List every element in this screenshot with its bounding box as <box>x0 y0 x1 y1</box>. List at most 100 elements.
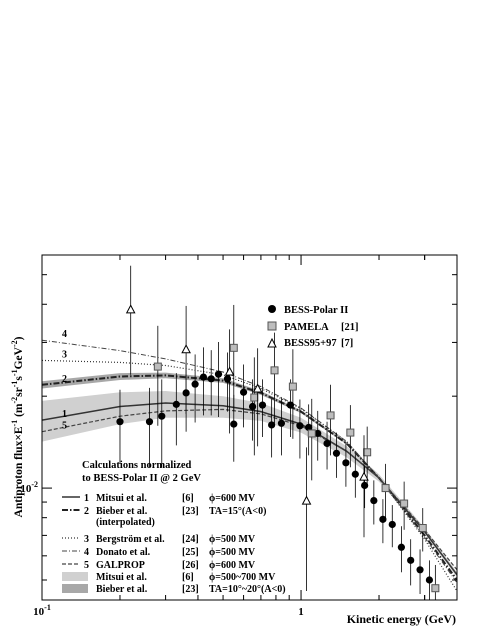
bess-polar-point-7 <box>207 375 215 383</box>
band-0 <box>42 391 457 578</box>
calc-name-2-sub: (interpolated) <box>96 517 155 528</box>
curve-label-2: 2 <box>62 374 67 385</box>
bess-polar-point-2 <box>158 412 166 420</box>
bess9597-point-5 <box>359 471 369 481</box>
calc-band-sample-mitsui <box>62 572 88 581</box>
bess9597-point-0 <box>125 304 136 314</box>
pamela-point-9 <box>381 484 390 493</box>
calc-num-5: 5 <box>84 560 89 571</box>
bess-polar-point-21 <box>332 449 341 457</box>
model-bands <box>42 372 457 580</box>
calc-legend: Calculations normalized to BESS-Polar II… <box>62 460 286 595</box>
calc-param-5: ϕ=600 MV <box>209 560 256 571</box>
bess-polar-point-23 <box>351 470 359 478</box>
bess-polar-point-30 <box>416 566 424 574</box>
bess-polar-point-29 <box>407 556 415 564</box>
curve-label-3: 3 <box>62 349 67 360</box>
calc-heading-line2: to BESS-Polar II @ 2 GeV <box>82 473 201 484</box>
calc-param-4: ϕ=500 MV <box>209 547 256 558</box>
curve-label-4: 4 <box>62 329 67 340</box>
pamela-point-11 <box>418 524 427 533</box>
legend-ref-pamela: [21] <box>341 322 359 333</box>
bess-polar-point-8 <box>214 370 223 378</box>
calc-ref-2: [23] <box>182 506 199 517</box>
bess-polar-point-31 <box>425 576 434 584</box>
curve-number-labels: 1 2 3 4 5 <box>62 329 67 432</box>
bess-polar-point-0 <box>116 418 124 426</box>
bess-polar-point-18 <box>305 423 313 432</box>
bess-polar-point-5 <box>191 380 199 388</box>
x-tick-label-1: 1 <box>298 606 304 618</box>
pamela-point-2 <box>250 393 259 402</box>
bess-polar-point-20 <box>323 439 331 448</box>
legend-ref-bess9597: [7] <box>341 338 353 349</box>
data-legend: BESS-Polar II PAMELA [21] BESS95+97 [7] <box>267 305 359 349</box>
calc-ref-5: [26] <box>182 560 199 571</box>
calc-ref-1: [6] <box>182 493 194 504</box>
bess-polar-point-17 <box>296 422 304 430</box>
calc-num-4: 4 <box>84 547 89 558</box>
pamela-point-5 <box>307 429 316 438</box>
curve-4 <box>42 339 457 583</box>
legend-label-bess-polar: BESS-Polar II <box>284 305 348 316</box>
x-tick-label-0: 10-1 <box>33 603 51 618</box>
calc-param-1: ϕ=600 MV <box>209 493 256 504</box>
bess-polar-point-3 <box>172 400 180 408</box>
bess9597-point-1 <box>181 344 191 354</box>
y-axis-label: Antiproton flux×E-1 (m-2sr-1s-1GeV-2) <box>10 336 25 517</box>
bess-polar-point-12 <box>248 402 257 411</box>
legend-marker-bess-polar <box>268 305 276 313</box>
y-tick-label-0: 10-2 <box>20 480 38 495</box>
bess-polar-point-15 <box>277 419 286 427</box>
pamela-point-7 <box>346 428 355 437</box>
calc-name-2: Bieber et al. <box>96 506 148 517</box>
curve-label-1: 1 <box>62 409 67 420</box>
calc-heading-line1: Calculations normalized <box>82 460 192 471</box>
bess9597-point-3 <box>252 383 263 393</box>
x-axis-label: Kinetic energy (GeV) <box>347 612 456 626</box>
pamela-point-8 <box>363 448 372 457</box>
bess-polar-point-6 <box>199 373 208 381</box>
calc-band-sample-bieber <box>62 584 88 593</box>
pamela-point-10 <box>400 499 409 508</box>
calc-name-7: Bieber et al. <box>96 584 148 595</box>
bess-polar-point-19 <box>314 429 322 438</box>
calc-name-5: GALPROP <box>96 560 145 571</box>
bess-polar-point-16 <box>286 401 295 409</box>
bess-polar-point-11 <box>239 388 248 396</box>
pamela-point-3 <box>270 366 279 375</box>
plot-frame <box>41 254 458 601</box>
bess-polar-point-1 <box>145 418 154 426</box>
calc-ref-7: [23] <box>182 584 199 595</box>
data-points <box>116 265 440 600</box>
bess-polar-point-25 <box>370 496 378 505</box>
bess-polar-point-27 <box>388 520 396 529</box>
bess-polar-point-14 <box>268 421 276 429</box>
bess9597-point-4 <box>301 495 312 505</box>
bess-polar-point-24 <box>361 481 369 490</box>
calc-param-6: ϕ=500~700 MV <box>209 572 276 583</box>
calc-param-7: TA=10°~20°(A<0) <box>209 584 286 595</box>
bess9597-point-2 <box>224 366 235 376</box>
pamela-point-4 <box>288 382 297 391</box>
calc-param-3: ϕ=500 MV <box>209 534 256 545</box>
bess-polar-point-28 <box>397 543 405 551</box>
bess-polar-point-10 <box>230 420 238 428</box>
calc-num-3: 3 <box>84 534 89 545</box>
calc-num-2: 2 <box>84 506 89 517</box>
calc-ref-6: [6] <box>182 572 194 583</box>
calc-name-3: Bergström et al. <box>96 534 165 545</box>
calc-name-6: Mitsui et al. <box>96 572 147 583</box>
legend-marker-bess9597 <box>267 337 277 348</box>
calc-param-2: TA=15°(A<0) <box>209 506 266 517</box>
calc-name-1: Mitsui et al. <box>96 493 147 504</box>
pamela-point-6 <box>326 411 335 420</box>
pamela-point-0 <box>153 362 162 371</box>
calc-ref-4: [25] <box>182 547 199 558</box>
bess-polar-point-13 <box>258 401 267 409</box>
axes: 10-1 1 10-2 <box>20 255 458 618</box>
calc-name-4: Donato et al. <box>96 547 151 558</box>
bess-polar-point-22 <box>342 459 350 467</box>
pamela-point-1 <box>229 343 238 352</box>
pamela-point-12 <box>431 584 440 593</box>
